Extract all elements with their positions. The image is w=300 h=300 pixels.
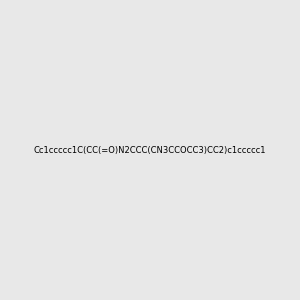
Text: Cc1ccccc1C(CC(=O)N2CCC(CN3CCOCC3)CC2)c1ccccc1: Cc1ccccc1C(CC(=O)N2CCC(CN3CCOCC3)CC2)c1c…: [34, 146, 266, 154]
